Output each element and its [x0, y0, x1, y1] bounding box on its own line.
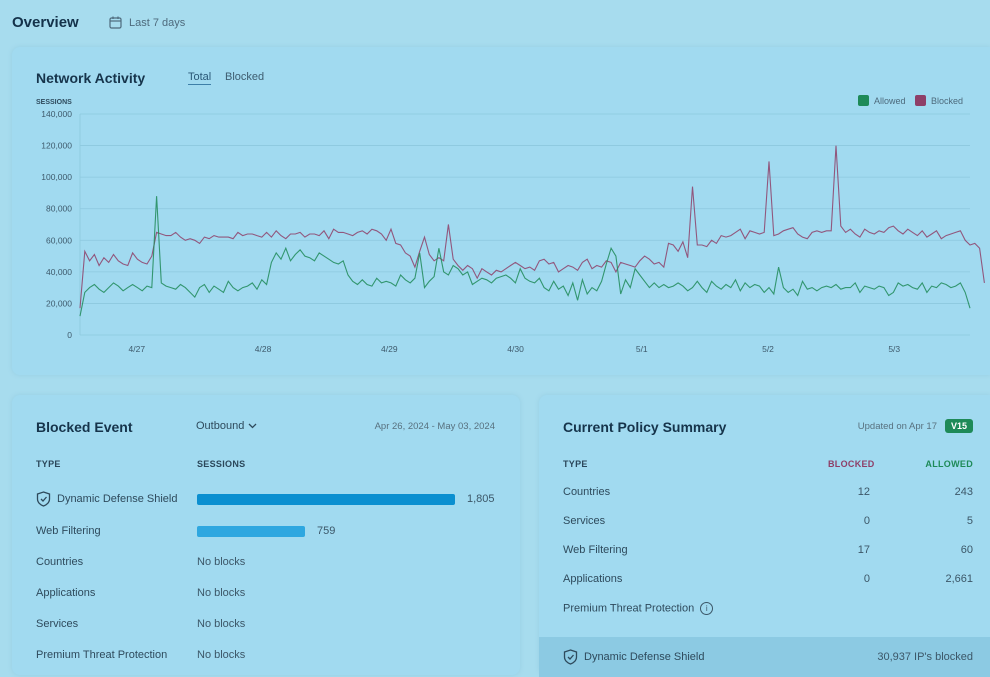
network-activity-chart[interactable]: SESSIONS 0 20,000 40,000 60,000 80,000 100,00… [12, 47, 990, 375]
blocked-value: No blocks [197, 587, 246, 599]
col-header-type: TYPE [36, 459, 61, 469]
policy-row-text: Web Filtering [563, 544, 628, 556]
policy-blocked-value: 0 [863, 573, 870, 585]
series-line-blocked [79, 145, 985, 309]
shield-icon [36, 491, 51, 507]
policy-blocked-value: 12 [857, 486, 870, 498]
shield-icon [563, 649, 578, 665]
policy-row-text: Premium Threat Protection [563, 602, 695, 615]
blocked-value: No blocks [197, 556, 246, 568]
policy-row-label: Web Filtering [563, 544, 628, 556]
legend-allowed-label: Allowed [874, 95, 906, 106]
policy-row-text: Services [563, 515, 606, 527]
network-activity-title: Network Activity [36, 70, 146, 86]
tab-total[interactable]: Total [188, 71, 212, 85]
direction-value: Outbound [196, 420, 245, 432]
y-tick-label: 20,000 [46, 298, 72, 308]
blocked-value: 1,805 [467, 493, 495, 505]
blocked-row-text: Applications [36, 587, 96, 599]
series-line-allowed [79, 196, 971, 317]
policy-row-text: Countries [563, 486, 611, 498]
legend-blocked[interactable]: Blocked [915, 95, 963, 106]
policy-allowed-value: 5 [966, 515, 973, 527]
blocked-row-text: Web Filtering [36, 525, 101, 537]
policy-row-label: Services [563, 515, 605, 527]
policy-footer-label-wrap: Dynamic Defense Shield [563, 649, 704, 665]
legend-allowed-swatch [858, 95, 869, 106]
y-tick-label: 100,000 [41, 172, 72, 182]
policy-col-type: TYPE [563, 459, 588, 469]
y-tick-label: 0 [67, 330, 72, 340]
blocked-row-label: Services [36, 618, 78, 630]
blocked-event-card: Blocked Event Outbound Apr 26, 2024 - Ma… [12, 395, 520, 675]
blocked-bar[interactable] [197, 494, 455, 505]
info-icon[interactable]: i [700, 602, 714, 615]
policy-row-label: Countries [563, 486, 610, 498]
y-tick-label: 80,000 [46, 204, 72, 214]
date-range-label: Last 7 days [129, 16, 186, 29]
blocked-value: No blocks [197, 618, 246, 630]
direction-dropdown[interactable]: Outbound [196, 420, 257, 432]
policy-col-blocked: BLOCKED [828, 459, 875, 469]
blocked-row-text: Premium Threat Protection [36, 649, 168, 661]
policy-allowed-value: 60 [960, 544, 973, 556]
policy-row-label: Premium Threat Protection i [563, 602, 714, 615]
calendar-icon [109, 16, 122, 29]
policy-allowed-value: 243 [954, 486, 973, 498]
policy-row-text: Applications [563, 573, 623, 585]
legend-blocked-swatch [915, 95, 926, 106]
policy-footer-row[interactable]: Dynamic Defense Shield 30,937 IP's block… [539, 637, 990, 677]
blocked-row-label: Countries [36, 556, 83, 568]
policy-blocked-value: 0 [863, 515, 870, 527]
policy-summary-title: Current Policy Summary [563, 419, 727, 435]
policy-summary-card: Current Policy Summary Updated on Apr 17… [539, 395, 990, 677]
y-tick-label: 140,000 [41, 109, 72, 119]
x-tick-label: 4/30 [507, 344, 524, 354]
x-tick-label: 4/27 [129, 344, 146, 354]
blocked-row-text: Services [36, 618, 79, 630]
legend-allowed[interactable]: Allowed [858, 95, 906, 106]
policy-col-allowed: ALLOWED [925, 459, 973, 469]
policy-updated-label: Updated on Apr 17 [857, 421, 937, 432]
page-title: Overview [12, 14, 79, 31]
x-tick-label: 5/1 [636, 344, 648, 354]
y-tick-label: 60,000 [46, 235, 72, 245]
blocked-row-text: Dynamic Defense Shield [57, 492, 178, 505]
x-tick-label: 5/2 [762, 344, 774, 354]
tab-blocked[interactable]: Blocked [225, 71, 265, 83]
y-tick-label: 40,000 [46, 267, 72, 277]
x-tick-label: 4/28 [255, 344, 272, 354]
top-bar: Overview Last 7 days [0, 0, 990, 46]
blocked-row-label: Applications [36, 587, 95, 599]
policy-allowed-value: 2,661 [945, 573, 973, 585]
col-header-sessions: SESSIONS [197, 459, 246, 469]
network-activity-card: Network Activity Total Blocked Allowed B… [12, 47, 990, 375]
y-axis-title: SESSIONS [36, 99, 72, 106]
blocked-event-title: Blocked Event [36, 419, 133, 435]
y-tick-label: 120,000 [41, 141, 72, 151]
chevron-down-icon [248, 423, 257, 429]
blocked-date-range: Apr 26, 2024 - May 03, 2024 [374, 421, 495, 432]
blocked-row-label: Premium Threat Protection [36, 649, 167, 661]
blocked-value: 759 [317, 525, 336, 537]
policy-footer-value: 30,937 IP's blocked [877, 651, 973, 663]
policy-version-badge: V15 [944, 419, 973, 433]
x-tick-label: 5/3 [888, 344, 900, 354]
blocked-row-text: Countries [36, 556, 84, 568]
policy-blocked-value: 17 [857, 544, 870, 556]
blocked-bar[interactable] [197, 526, 305, 537]
x-tick-label: 4/29 [381, 344, 398, 354]
blocked-row-label: Dynamic Defense Shield [36, 491, 177, 507]
blocked-value: No blocks [197, 649, 246, 661]
blocked-row-label: Web Filtering [36, 525, 101, 537]
date-range-picker[interactable]: Last 7 days [109, 16, 185, 29]
legend-blocked-label: Blocked [931, 95, 964, 106]
policy-row-label: Applications [563, 573, 622, 585]
policy-footer-label: Dynamic Defense Shield [584, 650, 705, 663]
